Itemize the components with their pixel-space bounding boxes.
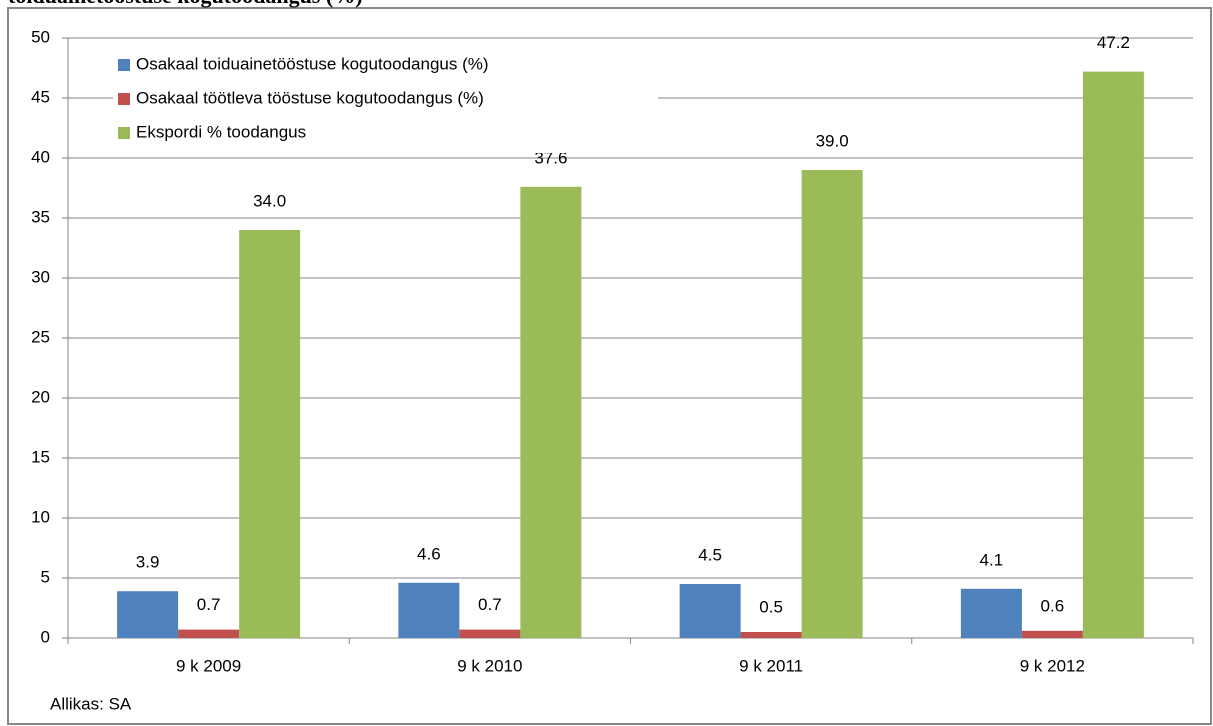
legend-swatch (118, 127, 130, 139)
data-label: 0.6 (1041, 596, 1065, 615)
x-tick-label: 9 k 2010 (457, 656, 522, 675)
data-label: 39.0 (816, 131, 849, 150)
data-label: 0.5 (759, 597, 783, 616)
source: Allikas: SA (50, 694, 132, 713)
legend-label: Osakaal toiduainetööstuse kogutoodangus … (136, 54, 489, 73)
data-label: 0.7 (478, 595, 502, 614)
bar (801, 170, 863, 638)
x-tick-label: 9 k 2011 (739, 656, 803, 675)
bar (239, 230, 301, 638)
y-tick-label: 15 (31, 447, 50, 466)
bar (117, 591, 179, 638)
bar (960, 588, 1022, 638)
y-tick-label: 35 (31, 207, 50, 226)
legend-label: Osakaal töötleva tööstuse kogutoodangus … (136, 88, 484, 107)
legend-box (113, 48, 658, 153)
data-label: 3.9 (136, 553, 160, 572)
bar (398, 582, 460, 638)
data-label: 0.7 (197, 595, 221, 614)
y-tick-label: 30 (31, 267, 50, 286)
y-tick-label: 20 (31, 387, 50, 406)
data-label: 34.0 (253, 191, 286, 210)
y-tick-label: 0 (41, 627, 50, 646)
bar (520, 186, 582, 639)
bar (1082, 71, 1144, 639)
y-tick-label: 10 (31, 507, 50, 526)
legend-swatch (118, 93, 130, 105)
y-tick-label: 45 (31, 87, 50, 106)
y-tick-label: 40 (31, 147, 50, 166)
data-label: 47.2 (1097, 33, 1130, 52)
chart-title: toiduainetööstuse kogutoodangus (%) (8, 0, 363, 8)
legend-label: Ekspordi % toodangus (136, 122, 306, 141)
data-label: 4.5 (698, 545, 722, 564)
bar (178, 629, 240, 638)
bar (679, 584, 741, 638)
bar (459, 629, 521, 638)
legend-swatch (118, 59, 130, 71)
data-label: 37.6 (534, 148, 567, 167)
x-tick-label: 9 k 2009 (176, 656, 241, 675)
y-tick-label: 25 (31, 327, 50, 346)
y-tick-label: 5 (41, 567, 50, 586)
bar (1021, 630, 1083, 638)
data-label: 4.6 (417, 544, 441, 563)
x-tick-label: 9 k 2012 (1020, 656, 1085, 675)
data-label: 4.1 (980, 550, 1004, 569)
y-tick-label: 50 (31, 27, 50, 46)
bar (740, 632, 802, 638)
